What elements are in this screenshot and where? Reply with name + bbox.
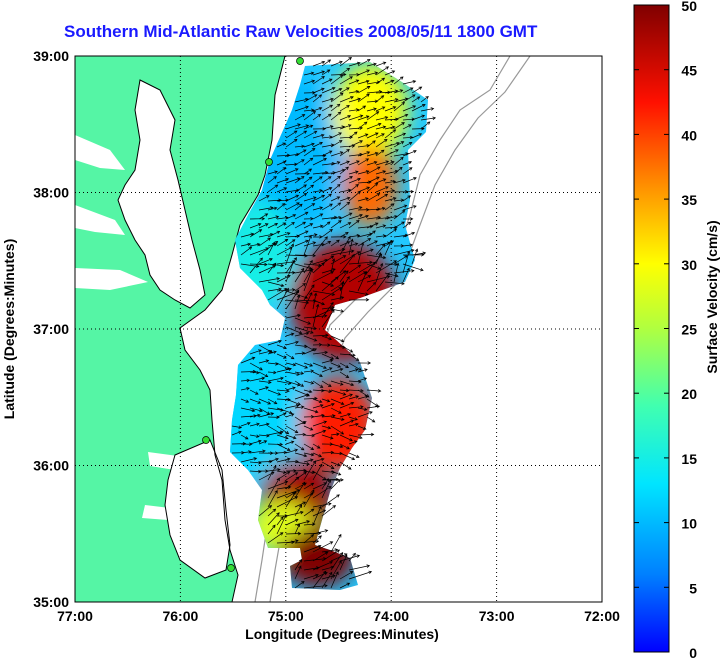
colorbar [633,4,670,653]
radar-site-marker [296,57,304,65]
colorbar-tick-label: 10 [681,516,697,532]
y-tick-label: 39:00 [33,48,69,64]
x-tick-label: 74:00 [373,608,409,624]
radar-site-marker [202,436,210,444]
colorbar-tick-label: 45 [681,63,697,79]
y-tick-label: 37:00 [33,321,69,337]
colorbar-label: Surface Velocity (cm/s) [704,220,720,373]
map-title: Southern Mid-Atlantic Raw Velocities 200… [64,22,538,41]
y-tick-labels: 39:00 38:00 37:00 36:00 35:00 [33,48,69,610]
radar-site-marker [265,158,273,166]
current-vectors [231,56,437,589]
x-tick-label: 77:00 [57,608,93,624]
velocity-region-north-offshore [332,63,408,158]
x-axis-label: Longitude (Degrees:Minutes) [245,626,439,642]
grid-lines [75,56,602,602]
colorbar-tick-label: 20 [681,386,697,402]
colorbar-tick-label: 15 [681,451,697,467]
x-tick-label: 75:00 [268,608,304,624]
velocity-region-north-shelfbreak [343,145,398,226]
velocity-region-south-inshore [230,350,303,486]
y-axis-label: Latitude (Degrees:Minutes) [1,239,17,419]
pamlico-sound [165,440,230,578]
x-tick-label: 76:00 [162,608,198,624]
colorbar-tick-label: 5 [689,580,697,596]
colorbar-tick-label: 25 [681,322,697,338]
x-tick-labels: 77:00 76:00 75:00 74:00 73:00 72:00 [57,608,620,624]
colorbar-tick-label: 40 [681,127,697,143]
radar-site-marker [227,564,235,572]
x-tick-label: 73:00 [479,608,515,624]
y-tick-label: 35:00 [33,594,69,610]
x-tick-label: 72:00 [584,608,620,624]
colorbar-tick-label: 35 [681,192,697,208]
y-tick-label: 38:00 [33,185,69,201]
hf-radar-sites [202,57,304,572]
y-tick-label: 36:00 [33,458,69,474]
colorbar-tick-label: 50 [681,0,697,14]
colorbar-tick-label: 0 [689,645,697,659]
colorbar-tick-label: 30 [681,257,697,273]
